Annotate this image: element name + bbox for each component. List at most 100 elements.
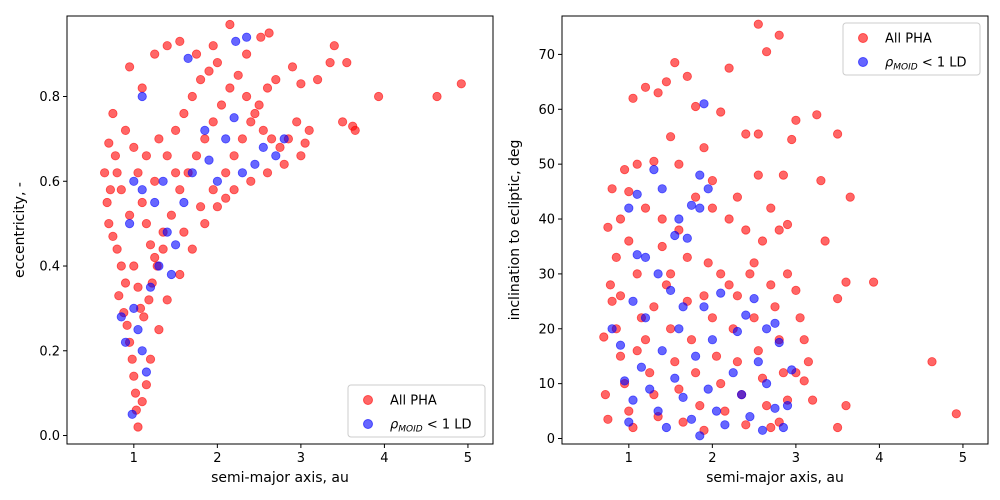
legend: All PHA ρMOID < 1 LD bbox=[842, 22, 981, 76]
point-all-pha bbox=[799, 335, 809, 345]
point-all-pha bbox=[233, 70, 243, 80]
point-all-pha bbox=[649, 302, 659, 312]
legend-moid-rest: < 1 LD bbox=[918, 56, 967, 71]
point-all-pha bbox=[256, 32, 266, 42]
point-all-pha bbox=[649, 156, 659, 166]
point-moid-lt-1ld bbox=[250, 159, 260, 169]
point-moid-lt-1ld bbox=[640, 252, 651, 262]
point-all-pha bbox=[237, 134, 247, 144]
point-all-pha bbox=[674, 159, 684, 169]
x-tick-label: 1 bbox=[130, 451, 138, 466]
x-tick-label: 2 bbox=[708, 451, 716, 466]
point-all-pha bbox=[287, 62, 298, 72]
point-all-pha bbox=[732, 192, 743, 202]
point-moid-lt-1ld bbox=[200, 125, 210, 135]
point-all-pha bbox=[778, 170, 789, 180]
point-all-pha bbox=[432, 91, 442, 102]
point-all-pha bbox=[812, 110, 822, 120]
y-tick-label: 0 bbox=[547, 432, 555, 447]
point-moid-lt-1ld bbox=[607, 324, 617, 334]
point-all-pha bbox=[761, 47, 772, 57]
point-all-pha bbox=[296, 79, 306, 89]
point-all-pha bbox=[741, 420, 751, 430]
point-all-pha bbox=[179, 108, 189, 119]
legend-label-moid: ρMOID < 1 LD bbox=[390, 418, 472, 435]
point-all-pha bbox=[137, 197, 147, 208]
point-all-pha bbox=[325, 57, 335, 68]
point-moid-lt-1ld bbox=[212, 176, 222, 186]
point-all-pha bbox=[112, 168, 122, 178]
point-all-pha bbox=[108, 108, 118, 119]
point-moid-lt-1ld bbox=[229, 113, 239, 123]
point-all-pha bbox=[246, 176, 256, 186]
y-tick-label: 0.8 bbox=[39, 90, 60, 105]
x-axis-label: semi-major axis, au bbox=[211, 470, 349, 486]
point-all-pha bbox=[129, 261, 139, 271]
point-all-pha bbox=[129, 371, 139, 381]
y-tick-label: 50 bbox=[538, 158, 555, 173]
point-all-pha bbox=[105, 185, 116, 195]
point-all-pha bbox=[624, 406, 634, 416]
point-all-pha bbox=[125, 62, 135, 72]
point-moid-lt-1ld bbox=[628, 395, 638, 405]
point-all-pha bbox=[348, 121, 358, 131]
point-all-pha bbox=[841, 400, 851, 411]
point-all-pha bbox=[753, 346, 763, 356]
point-all-pha bbox=[749, 313, 759, 323]
point-moid-lt-1ld bbox=[640, 313, 651, 323]
point-all-pha bbox=[104, 219, 114, 229]
point-all-pha bbox=[624, 187, 634, 197]
point-all-pha bbox=[832, 422, 843, 433]
point-all-pha bbox=[200, 134, 210, 144]
point-all-pha bbox=[753, 170, 763, 180]
point-all-pha bbox=[607, 184, 617, 194]
x-tick-label: 5 bbox=[464, 451, 472, 466]
point-moid-lt-1ld bbox=[686, 200, 697, 210]
y-axis-label: eccentricity, - bbox=[12, 182, 28, 278]
point-all-pha bbox=[816, 176, 826, 186]
point-all-pha bbox=[716, 107, 726, 117]
point-all-pha bbox=[741, 225, 751, 235]
point-all-pha bbox=[657, 241, 667, 252]
y-tick-label: 0.4 bbox=[39, 260, 60, 275]
point-all-pha bbox=[707, 203, 718, 213]
point-all-pha bbox=[258, 125, 268, 135]
point-all-pha bbox=[770, 302, 780, 312]
data-points bbox=[100, 19, 466, 432]
point-all-pha bbox=[120, 278, 131, 288]
point-moid-lt-1ld bbox=[728, 368, 738, 378]
point-all-pha bbox=[678, 417, 688, 427]
point-all-pha bbox=[262, 83, 273, 93]
point-all-pha bbox=[632, 159, 642, 169]
point-all-pha bbox=[145, 354, 156, 364]
point-moid-lt-1ld bbox=[657, 346, 667, 356]
point-moid-lt-1ld bbox=[678, 392, 688, 402]
point-moid-lt-1ld bbox=[615, 340, 626, 350]
point-all-pha bbox=[216, 100, 227, 110]
point-all-pha bbox=[162, 151, 172, 161]
legend-rho: ρ bbox=[885, 56, 894, 71]
point-moid-lt-1ld bbox=[242, 32, 252, 42]
point-all-pha bbox=[682, 252, 692, 262]
point-moid-lt-1ld bbox=[674, 324, 684, 334]
point-all-pha bbox=[632, 346, 642, 356]
point-all-pha bbox=[144, 295, 154, 305]
legend-rho: ρ bbox=[390, 418, 399, 433]
point-all-pha bbox=[271, 75, 281, 85]
legend-box bbox=[347, 384, 486, 438]
point-all-pha bbox=[803, 357, 814, 367]
point-all-pha bbox=[699, 143, 709, 153]
point-moid-lt-1ld bbox=[745, 411, 755, 422]
point-moid-lt-1ld bbox=[279, 134, 289, 144]
point-all-pha bbox=[832, 293, 843, 304]
point-all-pha bbox=[122, 320, 132, 330]
point-all-pha bbox=[600, 389, 611, 400]
point-all-pha bbox=[279, 159, 289, 169]
point-all-pha bbox=[670, 57, 680, 68]
point-all-pha bbox=[150, 176, 160, 186]
point-moid-lt-1ld bbox=[632, 189, 642, 199]
point-all-pha bbox=[753, 129, 763, 139]
y-tick-label: 0.2 bbox=[39, 344, 60, 359]
x-tick-label: 2 bbox=[213, 451, 221, 466]
